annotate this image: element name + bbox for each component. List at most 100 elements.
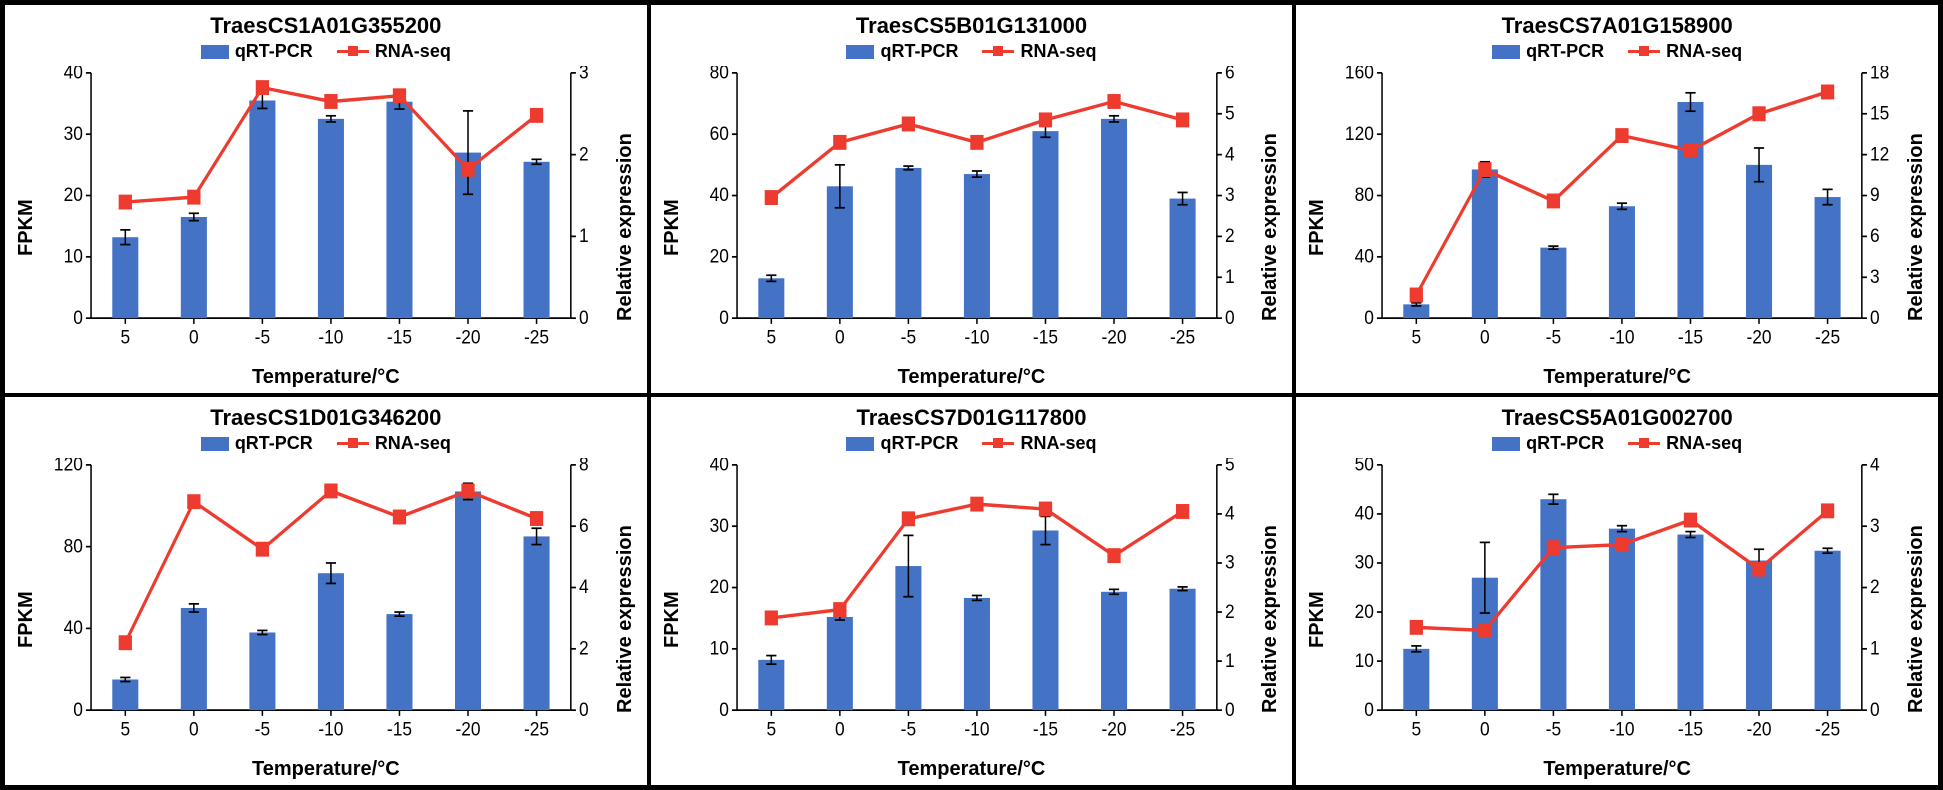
plot: 010203040012350-5-10-15-20-25: [40, 66, 612, 364]
plot: 040801200246850-5-10-15-20-25: [40, 458, 612, 756]
x-tick: 0: [189, 717, 199, 739]
bar: [1815, 551, 1841, 710]
y-right-tick: 0: [579, 306, 589, 328]
chart-panel: TraesCS1A01G355200qRT-PCRRNA-seqFPKM0102…: [3, 3, 649, 395]
y-right-tick: 3: [1870, 265, 1880, 287]
y-left-tick: 20: [709, 245, 728, 267]
legend-marker: [993, 438, 1003, 448]
line-marker: [530, 109, 542, 123]
line-marker: [462, 484, 474, 498]
y-left-tick: 40: [709, 458, 728, 475]
bar: [181, 217, 207, 318]
x-axis-label: Temperature/°C: [686, 366, 1258, 389]
line-marker: [1176, 113, 1188, 127]
legend-label-bar: qRT-PCR: [235, 433, 313, 454]
line-marker: [393, 89, 405, 103]
bar: [1609, 529, 1635, 711]
x-tick: -25: [1815, 717, 1840, 739]
x-tick: 5: [120, 325, 130, 347]
legend-marker: [1639, 438, 1649, 448]
y-left-tick: 30: [709, 514, 728, 536]
x-axis-label: Temperature/°C: [1331, 366, 1903, 389]
legend: qRT-PCRRNA-seq: [13, 41, 639, 62]
legend-item-line: RNA-seq: [982, 433, 1096, 454]
y-right-tick: 0: [579, 698, 589, 720]
y-left-tick: 10: [709, 637, 728, 659]
legend-swatch-line: [982, 50, 1014, 53]
y-right-label: Relative expression: [612, 458, 639, 781]
bar: [1169, 589, 1195, 710]
y-right-tick: 1: [1225, 649, 1235, 671]
legend-item-line: RNA-seq: [1628, 433, 1742, 454]
chart-area: FPKM010203040500123450-5-10-15-20-25Temp…: [1304, 458, 1930, 781]
y-left-tick: 60: [709, 122, 728, 144]
line-marker: [119, 636, 131, 650]
bar: [318, 119, 344, 318]
y-right-tick: 1: [1870, 637, 1880, 659]
y-right-tick: 18: [1870, 66, 1889, 83]
y-right-tick: 0: [1225, 698, 1235, 720]
legend-item-bar: qRT-PCR: [1492, 433, 1604, 454]
line-marker: [1039, 113, 1051, 127]
y-right-tick: 4: [1225, 502, 1235, 524]
y-right-tick: 8: [579, 458, 589, 475]
x-tick: 5: [120, 717, 130, 739]
x-tick: -10: [964, 717, 989, 739]
y-right-tick: 3: [1225, 183, 1235, 205]
x-tick: -25: [1170, 717, 1195, 739]
chart-title: TraesCS7D01G117800: [659, 405, 1285, 431]
y-left-tick: 40: [64, 66, 83, 83]
line-marker: [833, 135, 845, 149]
chart-panel: TraesCS5B01G131000qRT-PCRRNA-seqFPKM0204…: [649, 3, 1295, 395]
legend-label-line: RNA-seq: [1666, 41, 1742, 62]
plot-wrap: 010203040012350-5-10-15-20-25Temperature…: [40, 66, 612, 389]
x-tick: 0: [835, 717, 845, 739]
x-tick: -15: [1678, 717, 1703, 739]
y-right-tick: 2: [1870, 575, 1880, 597]
chart-title: TraesCS5A01G002700: [1304, 405, 1930, 431]
plot-wrap: 010203040500123450-5-10-15-20-25Temperat…: [1331, 458, 1903, 781]
y-left-tick: 30: [1355, 551, 1374, 573]
line-marker: [1479, 163, 1491, 177]
line-marker: [1176, 505, 1188, 519]
bar: [1404, 649, 1430, 710]
line-marker: [833, 603, 845, 617]
chart-title: TraesCS1D01G346200: [13, 405, 639, 431]
line-marker: [462, 162, 474, 176]
line-marker: [1822, 504, 1834, 518]
y-left-tick: 80: [1355, 183, 1374, 205]
y-left-tick: 50: [1355, 458, 1374, 475]
y-right-tick: 2: [1225, 600, 1235, 622]
x-tick: -20: [455, 325, 480, 347]
line-marker: [1548, 194, 1560, 208]
line-marker: [325, 484, 337, 498]
y-right-tick: 2: [579, 142, 589, 164]
bar: [964, 174, 990, 318]
legend-swatch-bar: [201, 437, 229, 451]
bar: [964, 598, 990, 710]
x-tick: -20: [1101, 325, 1126, 347]
bar: [1032, 131, 1058, 318]
y-left-tick: 0: [1365, 306, 1375, 328]
line-marker: [1039, 502, 1051, 516]
y-left-tick: 20: [64, 183, 83, 205]
x-tick: -25: [524, 325, 549, 347]
bar: [895, 168, 921, 318]
plot: 010203040500123450-5-10-15-20-25: [1331, 458, 1903, 756]
legend-label-bar: qRT-PCR: [1526, 41, 1604, 62]
chart-panel: TraesCS5A01G002700qRT-PCRRNA-seqFPKM0102…: [1294, 395, 1940, 787]
y-right-tick: 15: [1870, 102, 1889, 124]
chart-area: FPKM020406080012345650-5-10-15-20-25Temp…: [659, 66, 1285, 389]
legend-label-bar: qRT-PCR: [1526, 433, 1604, 454]
y-left-tick: 20: [1355, 600, 1374, 622]
chart-grid: TraesCS1A01G355200qRT-PCRRNA-seqFPKM0102…: [0, 0, 1943, 790]
bar: [455, 491, 481, 710]
chart-area: FPKM010203040012350-5-10-15-20-25Tempera…: [13, 66, 639, 389]
y-right-tick: 3: [1870, 514, 1880, 536]
x-tick: -10: [964, 325, 989, 347]
y-left-label: FPKM: [13, 66, 40, 389]
y-left-label: FPKM: [1304, 458, 1331, 781]
x-tick: -5: [1546, 717, 1561, 739]
legend-item-bar: qRT-PCR: [846, 41, 958, 62]
y-right-tick: 2: [1225, 224, 1235, 246]
